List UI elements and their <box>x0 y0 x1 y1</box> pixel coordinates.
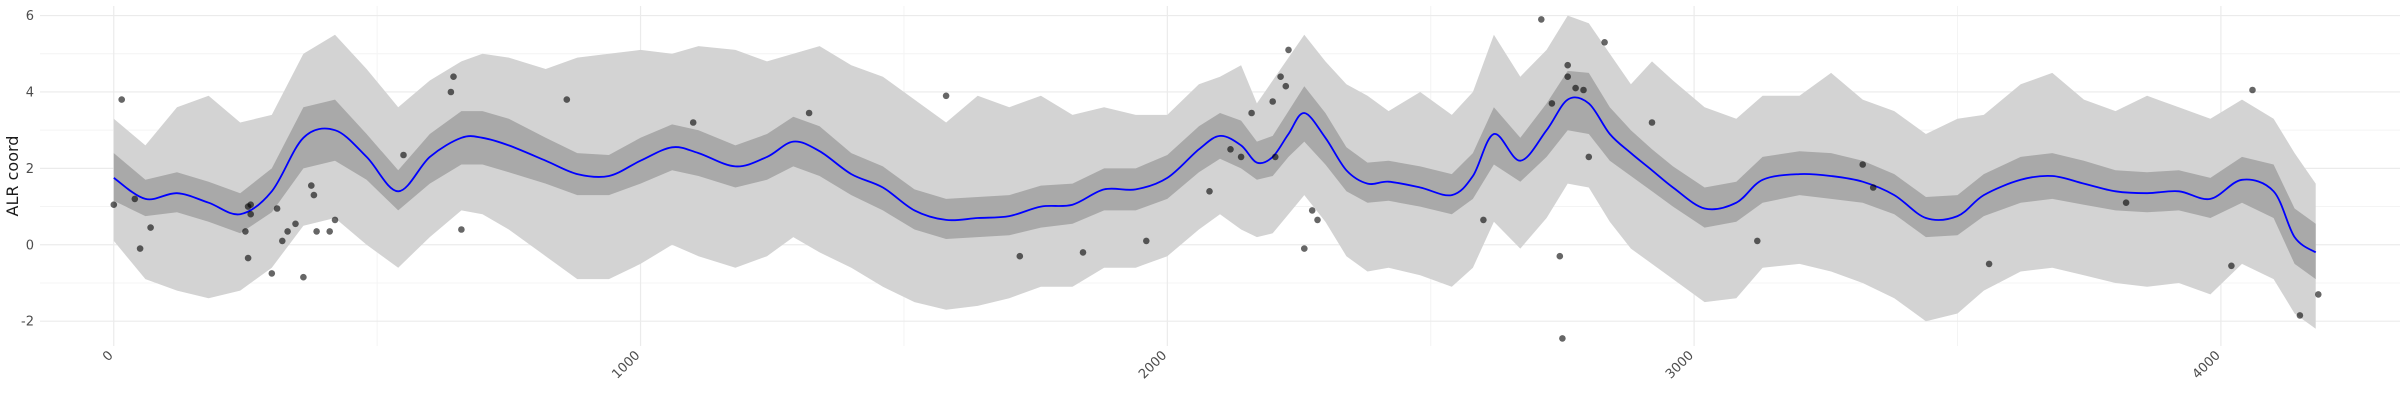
data-point <box>1869 184 1877 191</box>
data-point <box>1282 82 1290 90</box>
x-tick-label: 1000 <box>609 348 643 382</box>
data-point <box>1648 119 1656 126</box>
y-axis-tick-labels: -2 0 2 4 6 <box>21 9 34 330</box>
data-point <box>458 226 465 233</box>
data-point <box>147 224 154 231</box>
data-point <box>1301 245 1308 252</box>
data-point <box>110 201 118 208</box>
data-point <box>1985 260 1993 268</box>
data-point <box>313 228 320 235</box>
data-point <box>1548 100 1556 107</box>
data-point <box>2122 199 2130 206</box>
data-point <box>2228 262 2235 270</box>
x-tick-label: 3000 <box>1663 348 1697 382</box>
data-point <box>1859 161 1866 168</box>
data-point <box>1572 84 1579 92</box>
data-point <box>563 96 571 103</box>
data-point <box>1564 61 1571 69</box>
data-point <box>2296 312 2304 319</box>
data-point <box>118 96 125 103</box>
x-tick-label: 0 <box>100 348 116 364</box>
data-point <box>1143 237 1150 245</box>
data-point <box>268 270 276 277</box>
data-point <box>1079 249 1087 256</box>
data-point <box>1237 153 1245 161</box>
data-point <box>447 88 455 96</box>
data-point <box>1016 252 1024 260</box>
data-point <box>1206 188 1213 195</box>
data-point <box>273 205 281 212</box>
data-point <box>1580 86 1587 94</box>
observed-points <box>110 16 2322 342</box>
data-point <box>689 119 697 126</box>
data-point <box>1314 216 1321 224</box>
x-tick-label: 4000 <box>2190 348 2224 382</box>
data-point <box>310 191 318 199</box>
data-point <box>2315 291 2322 298</box>
data-point <box>308 182 315 189</box>
data-point <box>1272 153 1279 161</box>
x-tick-label: 2000 <box>1136 348 1170 382</box>
data-point <box>1308 207 1316 214</box>
outer-credible-band <box>113 15 2316 329</box>
data-point <box>1277 73 1284 80</box>
data-point <box>1538 16 1545 23</box>
data-point <box>247 210 254 218</box>
y-tick-label: 2 <box>26 162 34 177</box>
data-point <box>131 195 139 203</box>
data-point <box>1248 109 1255 117</box>
data-point <box>400 151 407 159</box>
y-tick-label: -2 <box>21 315 34 330</box>
data-point <box>942 92 950 100</box>
data-point <box>1285 46 1292 54</box>
data-point <box>326 228 334 235</box>
data-point <box>247 201 254 208</box>
data-point <box>1559 335 1566 342</box>
x-axis-tick-labels: 0 1000 2000 3000 4000 <box>100 348 2224 382</box>
data-point <box>292 220 299 228</box>
y-tick-label: 4 <box>26 85 34 100</box>
data-point <box>284 228 291 235</box>
y-tick-label: 0 <box>26 238 34 253</box>
inner-credible-band <box>113 70 2316 280</box>
data-point <box>1601 39 1608 46</box>
y-axis-title: ALR coord <box>3 136 22 217</box>
data-point <box>1269 98 1276 105</box>
data-point <box>1480 216 1487 224</box>
data-point <box>300 273 307 281</box>
data-point <box>1754 237 1761 245</box>
data-point <box>331 216 339 224</box>
data-point <box>1227 146 1234 153</box>
data-point <box>244 254 252 262</box>
data-point <box>242 228 249 235</box>
data-point <box>2249 86 2256 94</box>
data-point <box>1564 73 1571 80</box>
y-tick-label: 6 <box>26 9 34 24</box>
data-point <box>136 245 144 252</box>
data-point <box>279 237 286 245</box>
data-point <box>1585 153 1593 161</box>
data-point <box>1556 252 1564 260</box>
data-point <box>450 73 457 80</box>
data-point <box>805 109 813 117</box>
